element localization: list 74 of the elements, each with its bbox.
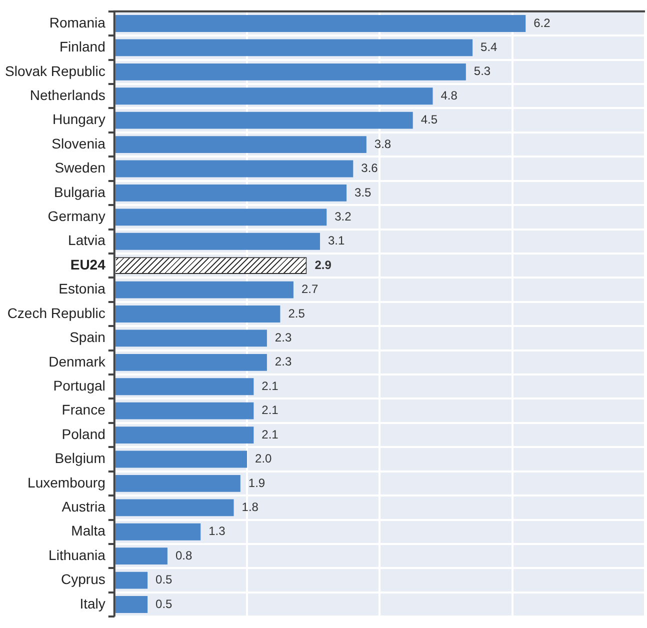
bar	[115, 378, 254, 396]
bar	[115, 572, 148, 589]
y-tick-label: Netherlands	[30, 86, 106, 103]
data-label: 3.1	[328, 234, 346, 248]
bar	[115, 499, 234, 516]
bar	[115, 136, 366, 154]
bar	[115, 208, 327, 226]
data-label: 2.1	[262, 378, 279, 393]
data-label: 0.5	[156, 572, 173, 587]
y-tick-label: EU24	[70, 256, 106, 272]
bar	[115, 523, 201, 540]
bar	[115, 548, 168, 565]
bar	[115, 402, 254, 420]
data-label: 2.9	[314, 258, 332, 272]
y-tick-label: Latvia	[68, 232, 106, 248]
y-tick-label: Poland	[62, 426, 106, 442]
data-label: 2.5	[288, 306, 306, 320]
y-tick-label: Austria	[62, 498, 106, 515]
data-label: 5.4	[480, 40, 498, 54]
y-tick-label: Slovak Republic	[4, 62, 106, 79]
data-label: 2.7	[301, 282, 318, 296]
bar	[115, 15, 526, 32]
bar	[115, 354, 267, 371]
bar	[115, 330, 267, 347]
data-label: 6.2	[534, 16, 551, 30]
bar	[115, 306, 280, 322]
data-label: 4.5	[420, 112, 438, 127]
y-tick-label: Italy	[80, 595, 106, 612]
y-tick-label: Portugal	[53, 377, 106, 394]
bar	[115, 450, 248, 468]
y-tick-label: Estonia	[58, 280, 106, 297]
y-tick-label: Cyprus	[61, 571, 106, 588]
data-label: 1.3	[208, 524, 226, 538]
data-label: 2.0	[255, 452, 272, 466]
data-label: 2.1	[262, 403, 279, 418]
bar	[115, 474, 240, 492]
data-label: 5.3	[474, 64, 491, 78]
y-tick-label: Sweden	[54, 160, 106, 176]
y-tick-label: Romania	[49, 14, 106, 30]
bar	[115, 281, 294, 298]
data-label: 0.5	[156, 596, 173, 611]
bar	[115, 160, 354, 178]
y-tick-label: Czech Republic	[7, 304, 106, 321]
data-label: 1.9	[248, 476, 266, 490]
bar	[115, 39, 473, 56]
data-label: 3.2	[334, 209, 352, 224]
y-tick-label: Luxembourg	[28, 474, 106, 490]
data-label: 2.3	[274, 330, 292, 345]
y-tick-label: Slovenia	[52, 135, 106, 152]
y-tick-label: Hungary	[52, 111, 106, 128]
bar	[115, 184, 347, 202]
data-label: 3.5	[354, 185, 372, 200]
data-label: 1.8	[242, 500, 259, 514]
y-tick-label: Germany	[48, 208, 106, 224]
y-tick-label: Belgium	[54, 450, 106, 466]
data-label: 4.8	[440, 88, 458, 102]
bar	[115, 88, 433, 105]
bar	[115, 232, 320, 250]
data-label: 2.3	[274, 354, 292, 369]
y-tick-label: Denmark	[48, 353, 106, 370]
bar	[115, 596, 148, 613]
bar	[115, 426, 254, 444]
bar	[115, 112, 413, 129]
y-tick-label: Bulgaria	[54, 184, 106, 200]
y-tick-label: Malta	[71, 522, 106, 539]
data-label: 3.8	[374, 136, 392, 151]
bar	[115, 63, 466, 80]
data-label: 3.6	[361, 161, 378, 176]
y-tick-label: Lithuania	[48, 546, 106, 563]
y-tick-label: France	[62, 402, 106, 418]
y-tick-label: Finland	[59, 38, 106, 55]
data-label: 0.8	[175, 548, 192, 562]
data-label: 2.1	[262, 427, 279, 442]
y-tick-label: Spain	[70, 329, 106, 346]
